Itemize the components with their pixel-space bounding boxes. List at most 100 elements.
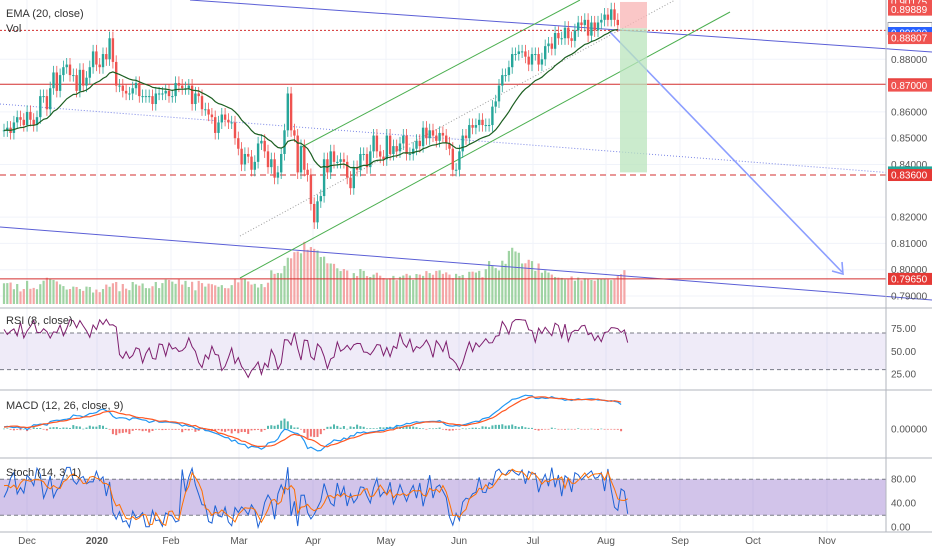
candle-body <box>567 27 570 39</box>
volume-bar <box>177 279 180 304</box>
macd-histogram-bar <box>118 428 121 434</box>
candle-body <box>240 148 243 165</box>
macd-histogram-bar <box>69 427 71 429</box>
volume-bar <box>217 286 220 304</box>
candle-body <box>194 93 197 105</box>
candle-body <box>45 96 49 110</box>
macd-histogram-bar <box>570 428 573 430</box>
price-tag-label: 0.83600 <box>891 171 928 182</box>
volume-bar <box>435 270 438 304</box>
candle-body <box>527 56 530 65</box>
macd-histogram-bar <box>78 426 81 429</box>
macd-histogram-bar <box>531 427 533 429</box>
candle-body <box>322 159 326 197</box>
candle-body <box>19 117 22 120</box>
macd-histogram-bar <box>138 428 141 431</box>
volume-bar <box>276 272 279 304</box>
volume-bar <box>468 271 471 304</box>
volume-bar <box>154 281 157 304</box>
rsi-pane-label[interactable]: RSI (8, close) <box>6 315 73 327</box>
macd-histogram-bar <box>276 424 279 429</box>
candle-body <box>534 54 537 56</box>
candle-body <box>382 156 385 160</box>
projection-arrow <box>609 31 843 273</box>
candle-body <box>504 75 507 77</box>
price-tag-label: 0.79650 <box>891 274 928 285</box>
macd-histogram-bar <box>597 428 599 430</box>
stoch-pane-label[interactable]: Stoch (14, 3, 1) <box>6 467 81 479</box>
candle-body <box>293 130 296 136</box>
volume-bar <box>29 288 32 304</box>
volume-bar <box>323 256 326 304</box>
macd-histogram-bar <box>283 418 286 429</box>
volume-bar <box>49 278 52 304</box>
macd-histogram-bar <box>620 428 623 432</box>
candle-body <box>121 85 124 91</box>
macd-histogram-bar <box>125 428 128 433</box>
volume-bar <box>194 290 197 304</box>
candle-body <box>167 90 171 97</box>
volume-bar <box>233 278 237 304</box>
candle-body <box>365 153 369 168</box>
macd-histogram-bar <box>441 428 444 430</box>
candle-body <box>75 75 78 91</box>
volume-bar <box>382 278 385 304</box>
volume-bar <box>484 269 487 304</box>
long-short-position-tool[interactable] <box>620 1 647 173</box>
macd-pane-label[interactable]: MACD (12, 26, close, 9) <box>6 400 123 412</box>
candle-body <box>583 19 586 26</box>
volume-bar <box>445 272 448 304</box>
price-tick-label: 0.88000 <box>891 55 928 66</box>
candle-body <box>68 64 72 76</box>
volume-bar <box>481 277 484 304</box>
macd-histogram-bar <box>286 421 289 429</box>
volume-legend-label[interactable]: Vol <box>6 23 21 35</box>
volume-bar <box>521 263 524 304</box>
macd-histogram-bar <box>567 428 570 430</box>
macd-histogram-bar <box>616 428 619 430</box>
candle-body <box>6 127 9 131</box>
candle-body <box>273 159 276 178</box>
candle-body <box>35 117 39 126</box>
volume-bar <box>623 270 626 304</box>
candle-body <box>197 93 200 97</box>
candle-body <box>111 38 115 62</box>
candle-body <box>349 177 352 189</box>
time-tick-label: Jun <box>451 536 467 547</box>
candle-body <box>487 125 491 127</box>
price-tag-label: 0.89889 <box>891 5 928 16</box>
candle-body <box>190 85 194 105</box>
macd-histogram-bar <box>151 428 154 431</box>
volume-bar <box>138 285 141 304</box>
volume-bar <box>359 269 362 304</box>
volume-bar <box>425 271 428 304</box>
volume-bar <box>151 286 154 304</box>
macd-histogram-bar <box>65 427 68 429</box>
candle-body <box>405 135 408 154</box>
volume-bar <box>389 278 392 304</box>
volume-bar <box>497 270 501 304</box>
volume-bar <box>220 285 223 304</box>
macd-histogram-bar <box>12 428 15 431</box>
volume-bar <box>593 280 596 304</box>
time-axis[interactable]: Dec 2020 Feb Mar Apr May Jun Jul Aug Sep Oct Nov <box>18 536 836 547</box>
ema-legend-label[interactable]: EMA (20, close) <box>6 8 84 20</box>
candle-body <box>95 51 98 65</box>
candle-body <box>586 19 590 36</box>
candle-body <box>603 14 606 20</box>
candle-body <box>108 38 111 60</box>
candle-body <box>573 30 577 41</box>
volume-bar <box>230 285 233 304</box>
price-tag-label: 0.88807 <box>891 34 928 45</box>
volume-bar <box>501 260 504 304</box>
volume-bar <box>590 279 593 304</box>
volume-bar <box>339 271 342 304</box>
candle-body <box>514 54 517 56</box>
macd-histogram-bar <box>471 427 474 429</box>
volume-bars <box>2 241 626 304</box>
volume-bar <box>85 286 88 304</box>
candle-body <box>474 125 478 128</box>
candle-body <box>296 135 299 173</box>
price-axis[interactable]: 0.79000 0.80000 0.81000 0.82000 0.84000 0.850… <box>891 55 928 534</box>
